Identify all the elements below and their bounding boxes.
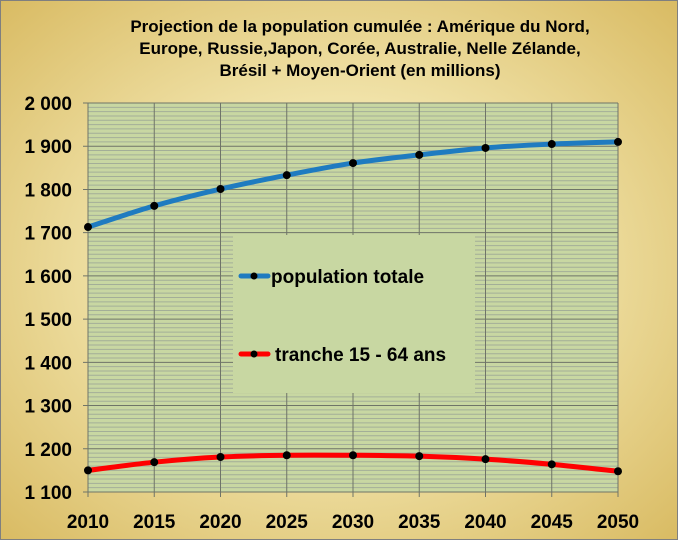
x-tick-label: 2010 [67,512,109,533]
y-tick-label: 1 500 [24,310,72,331]
x-tick-label: 2025 [266,512,309,533]
chart-title: Projection de la population cumulée : Am… [80,16,640,82]
y-tick-label: 2 000 [24,94,72,115]
data-point [349,451,357,460]
y-tick-label: 1 100 [24,483,72,504]
data-point [547,140,556,149]
y-tick-label: 1 300 [24,397,72,418]
data-point [282,451,291,460]
x-tick-label: 2045 [531,512,574,533]
x-tick-label: 2020 [199,512,241,533]
data-point [415,452,424,461]
data-point [547,460,556,469]
data-point [150,201,159,210]
data-point [150,458,159,467]
legend: population totale tranche 15 - 64 ans [233,235,475,393]
y-tick-label: 1 200 [24,440,72,461]
x-tick-label: 2040 [464,512,506,533]
data-point [216,185,225,194]
data-point [614,137,622,146]
data-point [481,455,490,464]
y-tick-label: 1 700 [24,224,72,245]
data-point [282,171,291,180]
legend-label: population totale [271,267,424,288]
title-line: Europe, Russie,Japon, Corée, Australie, … [139,39,581,58]
data-point [84,223,92,232]
data-point [614,467,622,476]
data-point [481,143,490,152]
data-point [216,452,225,461]
legend-marker [250,350,258,358]
y-tick-label: 1 900 [24,137,72,158]
title-line: Projection de la population cumulée : Am… [130,17,590,36]
y-tick-label: 1 600 [24,267,72,288]
legend-box [233,235,475,393]
title-line: Brésil + Moyen-Orient (en millions) [219,61,501,80]
x-tick-label: 2050 [597,512,639,533]
y-tick-label: 1 400 [24,353,72,374]
data-point [415,150,424,159]
x-tick-label: 2030 [332,512,374,533]
data-point [84,466,92,475]
x-tick-label: 2015 [133,512,176,533]
legend-marker [250,272,258,280]
legend-label: tranche 15 - 64 ans [275,345,446,366]
y-tick-label: 1 800 [24,180,72,201]
data-point [349,159,357,168]
x-tick-label: 2035 [398,512,441,533]
